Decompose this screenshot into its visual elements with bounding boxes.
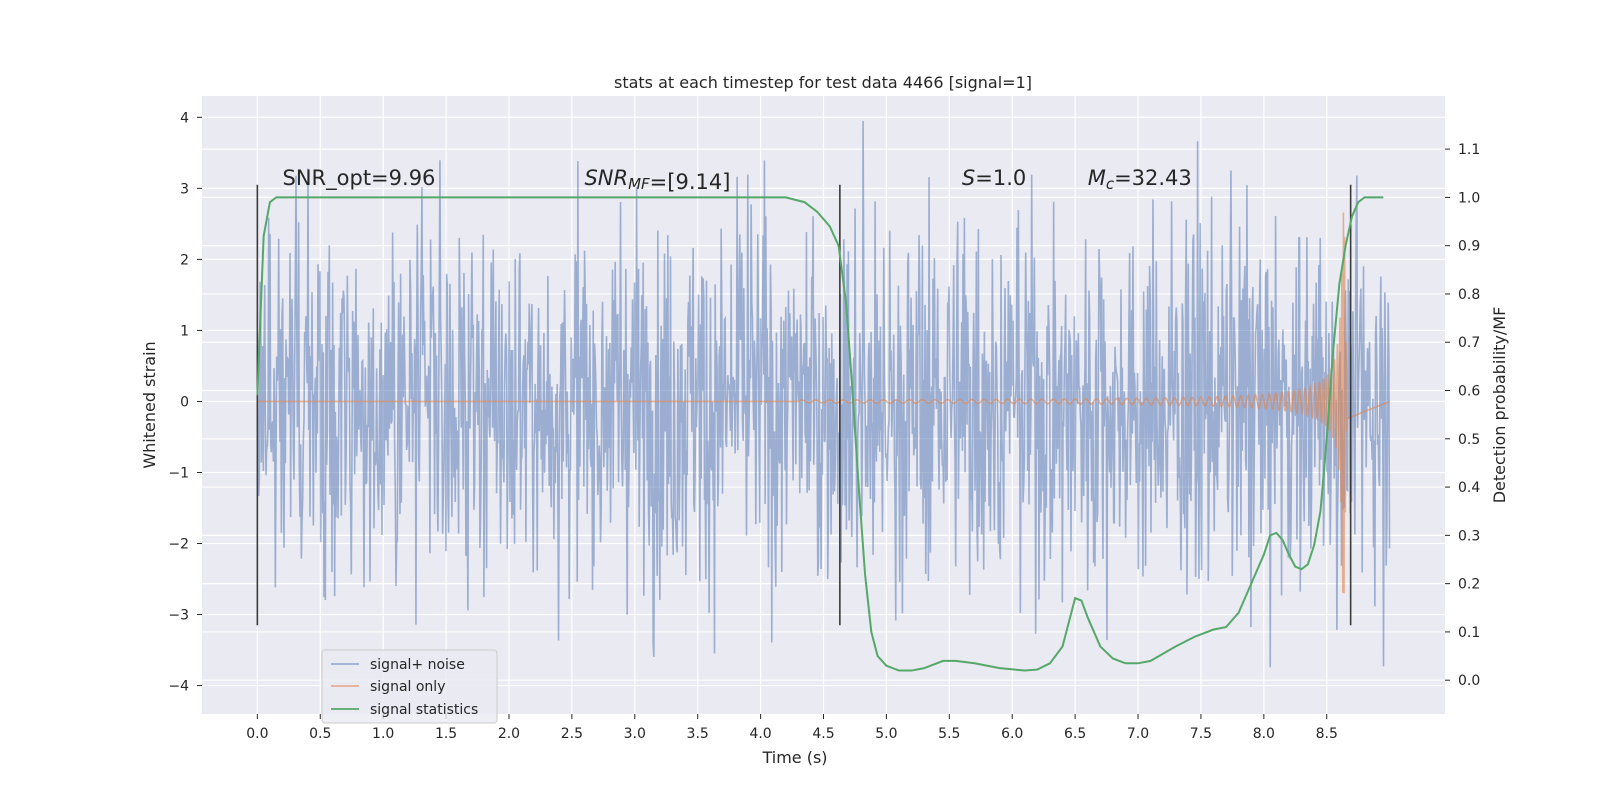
legend: signal+ noise signal only signal statist… <box>321 649 498 724</box>
y-axis-right: 0.0 0.1 0.2 0.3 0.4 0.5 0.6 0.7 0.8 0.9 1.0 1.1 <box>1445 142 1480 689</box>
x-tick-label: 3.0 <box>624 726 646 742</box>
x-tick-label: 7.5 <box>1190 726 1212 742</box>
x-axis-label: Time (s) <box>761 748 827 767</box>
y2-tick-label: 0.5 <box>1458 432 1480 448</box>
x-axis: 0.0 0.5 1.0 1.5 2.0 2.5 3.0 3.5 4.0 4.5 5.0 5.5 6.0 6… <box>246 714 1338 742</box>
signal-only-line <box>257 212 1390 594</box>
y2-tick-label: 0.0 <box>1458 673 1480 689</box>
y-tick-label: −1 <box>168 465 189 481</box>
legend-label-signal-only: signal only <box>370 679 445 695</box>
y2-tick-label: 0.7 <box>1458 335 1480 351</box>
x-tick-label: 0.5 <box>309 726 331 742</box>
annotations: SNR_opt=9.96 SNRMF=[9.14] S=1.0 Mc=32.43 <box>283 166 1192 194</box>
chart-title: stats at each timestep for test data 446… <box>614 73 1032 92</box>
signal-noise-line <box>256 120 1391 668</box>
y-tick-label: 1 <box>180 323 189 339</box>
legend-box <box>321 649 498 724</box>
x-tick-label: 1.5 <box>435 726 457 742</box>
x-tick-label: 8.0 <box>1253 726 1275 742</box>
y2-tick-label: 0.9 <box>1458 239 1480 255</box>
x-tick-label: 5.0 <box>875 726 897 742</box>
y2-tick-label: 0.1 <box>1458 625 1480 641</box>
y-tick-label: −4 <box>168 679 189 695</box>
x-tick-label: 6.0 <box>1001 726 1023 742</box>
y-axis-left: −4 −3 −2 −1 0 1 2 3 4 <box>168 110 202 695</box>
y-tick-label: 3 <box>180 181 189 197</box>
y2-axis-label: Detection probability/MF <box>1490 307 1509 504</box>
x-tick-label: 4.0 <box>749 726 771 742</box>
legend-label-signal-statistics: signal statistics <box>370 702 478 718</box>
signal-statistics-line <box>256 196 1384 672</box>
series-signal-noise <box>256 120 1391 668</box>
y-tick-label: −2 <box>168 537 189 553</box>
annotation-text: Mc=32.43 <box>1088 166 1192 193</box>
y2-tick-label: 1.1 <box>1458 142 1480 158</box>
annotation-text: SNR_opt=9.96 <box>283 166 436 191</box>
x-tick-label: 3.5 <box>687 726 709 742</box>
y2-tick-label: 1.0 <box>1458 190 1480 206</box>
y-axis-label: Whitened strain <box>140 341 159 468</box>
y-tick-label: 4 <box>180 110 189 126</box>
y-tick-label: −3 <box>168 608 189 624</box>
x-tick-label: 7.0 <box>1127 726 1149 742</box>
annotation-text: S=1.0 <box>962 166 1026 190</box>
y2-tick-label: 0.4 <box>1458 480 1480 496</box>
x-tick-label: 2.5 <box>561 726 583 742</box>
x-tick-label: 5.5 <box>938 726 960 742</box>
series-signal-only <box>257 212 1390 594</box>
annotation-text: SNRMF=[9.14] <box>584 166 730 194</box>
x-tick-label: 6.5 <box>1064 726 1086 742</box>
y-tick-label: 2 <box>180 252 189 268</box>
x-tick-label: 0.0 <box>246 726 268 742</box>
y-tick-label: 0 <box>180 394 189 410</box>
x-tick-label: 1.0 <box>372 726 394 742</box>
x-tick-label: 4.5 <box>812 726 834 742</box>
y2-tick-label: 0.8 <box>1458 287 1480 303</box>
legend-label-signal-noise: signal+ noise <box>370 657 465 673</box>
y2-tick-label: 0.3 <box>1458 528 1480 544</box>
y2-tick-label: 0.6 <box>1458 384 1480 400</box>
x-tick-label: 2.0 <box>498 726 520 742</box>
y2-tick-label: 0.2 <box>1458 577 1480 593</box>
series-signal-statistics <box>256 196 1384 672</box>
x-tick-label: 8.5 <box>1316 726 1338 742</box>
